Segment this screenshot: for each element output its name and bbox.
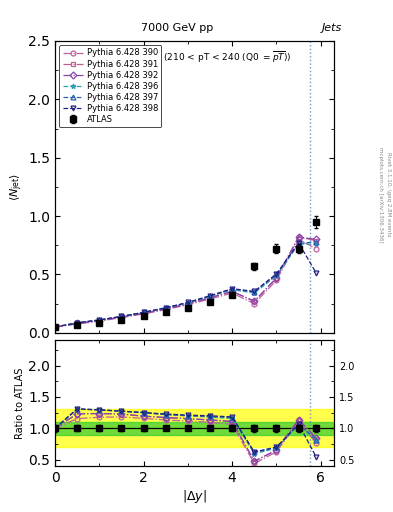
Pythia 6.428 398 — [141, 309, 146, 315]
Pythia 6.428 396 — [252, 290, 257, 296]
Pythia 6.428 390 — [141, 311, 146, 317]
Pythia 6.428 390 — [274, 277, 279, 283]
Pythia 6.428 397 — [296, 241, 301, 247]
Pythia 6.428 397 — [75, 320, 79, 326]
Line: Pythia 6.428 392: Pythia 6.428 392 — [53, 234, 319, 329]
Pythia 6.428 396 — [208, 293, 212, 300]
Bar — [55, 410, 334, 447]
Pythia 6.428 391 — [185, 301, 190, 307]
Pythia 6.428 398 — [208, 292, 212, 298]
Line: Pythia 6.428 391: Pythia 6.428 391 — [53, 234, 319, 329]
Pythia 6.428 397 — [97, 317, 102, 323]
Pythia 6.428 392 — [274, 275, 279, 281]
Text: Rivet 3.1.10; \geq 2.8M events: Rivet 3.1.10; \geq 2.8M events — [386, 152, 391, 237]
Text: $N_\mathrm{jet}$ vs $\Delta y$ (FB) (210 < pT < 240 (Q0 $=\overline{pT}$)): $N_\mathrm{jet}$ vs $\Delta y$ (FB) (210… — [97, 50, 292, 65]
Pythia 6.428 398 — [296, 240, 301, 246]
Pythia 6.428 391 — [230, 288, 235, 294]
Legend: Pythia 6.428 390, Pythia 6.428 391, Pythia 6.428 392, Pythia 6.428 396, Pythia 6: Pythia 6.428 390, Pythia 6.428 391, Pyth… — [59, 45, 162, 127]
Pythia 6.428 391 — [75, 321, 79, 327]
Pythia 6.428 390 — [296, 237, 301, 243]
Pythia 6.428 391 — [163, 306, 168, 312]
Pythia 6.428 391 — [274, 275, 279, 281]
Pythia 6.428 396 — [141, 309, 146, 315]
Y-axis label: $\langle N_\mathrm{jet} \rangle$: $\langle N_\mathrm{jet} \rangle$ — [9, 173, 26, 201]
Text: 7000 GeV pp: 7000 GeV pp — [141, 23, 213, 33]
Pythia 6.428 398 — [97, 317, 102, 323]
Pythia 6.428 390 — [119, 314, 124, 321]
Pythia 6.428 398 — [53, 324, 57, 330]
Pythia 6.428 391 — [119, 314, 124, 320]
Pythia 6.428 391 — [314, 238, 319, 244]
Pythia 6.428 392 — [97, 317, 102, 324]
Bar — [55, 422, 334, 435]
Pythia 6.428 398 — [163, 305, 168, 311]
Pythia 6.428 398 — [119, 313, 124, 319]
Pythia 6.428 398 — [75, 320, 79, 326]
Line: Pythia 6.428 398: Pythia 6.428 398 — [53, 241, 319, 329]
Pythia 6.428 390 — [208, 296, 212, 302]
Pythia 6.428 390 — [163, 307, 168, 313]
Y-axis label: Ratio to ATLAS: Ratio to ATLAS — [15, 368, 26, 439]
Pythia 6.428 396 — [119, 313, 124, 319]
Pythia 6.428 396 — [314, 241, 319, 247]
Text: Jets: Jets — [321, 23, 342, 33]
Pythia 6.428 397 — [163, 305, 168, 311]
Line: Pythia 6.428 397: Pythia 6.428 397 — [53, 239, 319, 329]
Pythia 6.428 396 — [230, 287, 235, 293]
Pythia 6.428 391 — [208, 295, 212, 301]
Pythia 6.428 392 — [163, 306, 168, 312]
Pythia 6.428 392 — [53, 324, 57, 330]
Pythia 6.428 398 — [252, 288, 257, 294]
Pythia 6.428 392 — [314, 237, 319, 243]
Pythia 6.428 397 — [230, 286, 235, 292]
Pythia 6.428 392 — [252, 298, 257, 304]
Pythia 6.428 392 — [230, 288, 235, 294]
Pythia 6.428 398 — [230, 286, 235, 292]
Pythia 6.428 396 — [53, 324, 57, 330]
X-axis label: $|\Delta y|$: $|\Delta y|$ — [182, 487, 207, 504]
Pythia 6.428 390 — [185, 302, 190, 308]
Pythia 6.428 397 — [185, 300, 190, 306]
Pythia 6.428 398 — [274, 271, 279, 277]
Pythia 6.428 391 — [296, 234, 301, 240]
Pythia 6.428 390 — [230, 290, 235, 296]
Pythia 6.428 397 — [119, 313, 124, 319]
Pythia 6.428 396 — [274, 272, 279, 279]
Pythia 6.428 397 — [208, 293, 212, 299]
Pythia 6.428 396 — [185, 300, 190, 306]
Pythia 6.428 398 — [185, 300, 190, 306]
Pythia 6.428 391 — [252, 298, 257, 304]
Pythia 6.428 390 — [252, 301, 257, 307]
Pythia 6.428 396 — [296, 241, 301, 247]
Pythia 6.428 391 — [53, 324, 57, 330]
Pythia 6.428 390 — [97, 318, 102, 324]
Pythia 6.428 392 — [208, 295, 212, 301]
Pythia 6.428 397 — [314, 239, 319, 245]
Pythia 6.428 392 — [185, 301, 190, 307]
Text: mcplots.cern.ch [arXiv:1306.3436]: mcplots.cern.ch [arXiv:1306.3436] — [378, 147, 383, 242]
Line: Pythia 6.428 390: Pythia 6.428 390 — [53, 237, 319, 329]
Pythia 6.428 396 — [163, 305, 168, 311]
Pythia 6.428 397 — [274, 271, 279, 278]
Pythia 6.428 392 — [119, 314, 124, 320]
Pythia 6.428 397 — [141, 309, 146, 315]
Pythia 6.428 396 — [75, 320, 79, 326]
Pythia 6.428 391 — [97, 317, 102, 324]
Pythia 6.428 397 — [53, 324, 57, 330]
Pythia 6.428 392 — [296, 234, 301, 240]
Pythia 6.428 398 — [314, 270, 319, 276]
Pythia 6.428 390 — [53, 324, 57, 330]
Line: Pythia 6.428 396: Pythia 6.428 396 — [53, 242, 319, 329]
Pythia 6.428 391 — [141, 310, 146, 316]
Pythia 6.428 390 — [314, 246, 319, 252]
Pythia 6.428 392 — [141, 310, 146, 316]
Pythia 6.428 392 — [75, 321, 79, 327]
Pythia 6.428 396 — [97, 317, 102, 323]
Pythia 6.428 397 — [252, 289, 257, 295]
Pythia 6.428 390 — [75, 321, 79, 327]
